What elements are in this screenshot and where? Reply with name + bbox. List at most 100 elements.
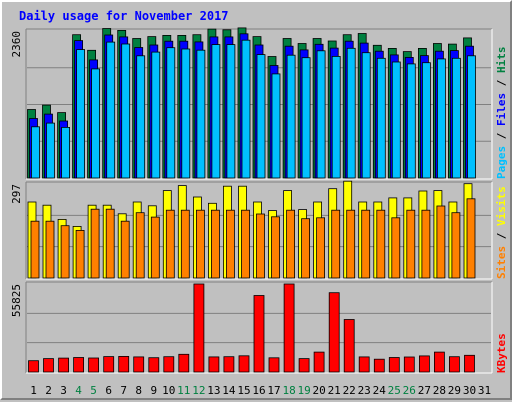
bar-pages-day-12 [196, 49, 206, 179]
bar-sites-day-2 [45, 220, 55, 279]
bar-pages-day-17 [271, 73, 281, 179]
bar-kbytes-day-21 [328, 292, 340, 373]
legend-files: Files [495, 93, 508, 126]
x-tick-label: 18 [282, 384, 295, 397]
bar-sites-day-16 [256, 213, 265, 279]
x-tick-label: 24 [373, 384, 387, 397]
y-max-label: 55825 [10, 284, 23, 317]
legend-separator: / [495, 126, 508, 146]
bar-kbytes-day-5 [88, 357, 99, 373]
bar-pages-day-29 [451, 57, 461, 179]
bar-pages-day-28 [436, 58, 446, 179]
bar-kbytes-day-27 [418, 355, 430, 373]
x-tick-label: 2 [45, 384, 52, 397]
bar-pages-day-26 [406, 63, 416, 179]
bar-pages-day-22 [346, 47, 356, 179]
x-tick-label: 29 [448, 384, 461, 397]
bar-sites-day-26 [406, 209, 416, 279]
bar-kbytes-day-8 [133, 356, 145, 373]
bar-pages-day-2 [46, 122, 55, 179]
legend-sites: Sites [495, 246, 508, 279]
bar-pages-day-20 [316, 50, 326, 179]
bar-pages-day-19 [301, 57, 311, 179]
bar-sites-day-11 [180, 209, 190, 279]
bar-sites-day-10 [165, 209, 175, 279]
bar-kbytes-day-26 [403, 356, 415, 373]
x-tick-label: 23 [358, 384, 371, 397]
bar-kbytes-day-7 [118, 355, 130, 373]
bar-kbytes-day-3 [58, 357, 69, 373]
bar-kbytes-day-17 [268, 357, 280, 373]
bar-pages-day-24 [376, 57, 386, 179]
bar-pages-day-23 [361, 52, 371, 179]
x-tick-label: 13 [207, 384, 220, 397]
legend-hits: Hits [495, 47, 508, 74]
legend-pages: Pages [495, 146, 508, 179]
x-tick-label: 1 [30, 384, 37, 397]
x-tick-label: 17 [267, 384, 280, 397]
x-tick-label: 26 [403, 384, 416, 397]
bar-kbytes-day-25 [388, 357, 400, 373]
panel-3: 55825 KBytes [10, 281, 508, 374]
bar-kbytes-day-30 [464, 354, 475, 373]
bar-kbytes-day-6 [103, 356, 115, 373]
bar-sites-day-20 [316, 217, 326, 279]
bar-kbytes-day-9 [148, 357, 160, 373]
bar-kbytes-day-2 [43, 358, 54, 373]
bar-sites-day-5 [90, 208, 100, 279]
x-tick-label: 16 [252, 384, 265, 397]
bar-sites-day-23 [361, 209, 371, 279]
bar-sites-day-3 [60, 225, 70, 279]
x-tick-label: 21 [328, 384, 341, 397]
bar-sites-day-30 [466, 198, 476, 279]
bar-sites-day-4 [75, 229, 85, 279]
bar-kbytes-day-10 [163, 356, 175, 373]
bar-sites-day-19 [301, 218, 311, 279]
bar-sites-day-15 [241, 209, 250, 279]
panel-1: 2360 Pages / Files / Hits [10, 27, 508, 180]
y-max-label: 297 [10, 184, 23, 204]
x-tick-label: 8 [135, 384, 142, 397]
panel-2: 297 Sites / Visits [10, 180, 508, 280]
bar-pages-day-7 [121, 43, 131, 179]
x-tick-label: 14 [222, 384, 236, 397]
x-tick-label: 19 [297, 384, 310, 397]
bar-sites-day-22 [346, 209, 356, 279]
bar-sites-day-1 [30, 220, 40, 279]
x-tick-label: 25 [388, 384, 401, 397]
bar-sites-day-18 [286, 209, 296, 279]
bar-pages-day-3 [61, 127, 70, 179]
x-tick-label: 3 [60, 384, 67, 397]
legend-separator: / [495, 226, 508, 246]
bar-pages-day-25 [391, 61, 401, 179]
bar-pages-day-30 [467, 55, 476, 179]
bar-sites-day-21 [331, 209, 341, 279]
legend-1: Pages / Files / Hits [495, 47, 508, 180]
x-tick-label: 30 [463, 384, 476, 397]
bar-pages-day-18 [286, 54, 296, 179]
bar-sites-day-29 [451, 212, 461, 279]
legend-3: KBytes [495, 333, 508, 373]
bar-pages-day-16 [256, 54, 266, 179]
chart-title: Daily usage for November 2017 [19, 9, 229, 23]
y-max-label: 2360 [10, 31, 23, 58]
bar-pages-day-13 [211, 44, 221, 179]
bar-pages-day-14 [226, 44, 236, 179]
bar-sites-day-27 [421, 209, 431, 279]
bar-pages-day-6 [106, 41, 116, 179]
bar-pages-day-9 [151, 51, 161, 179]
x-tick-label: 27 [418, 384, 431, 397]
bar-sites-day-12 [195, 209, 205, 279]
x-tick-label: 28 [433, 384, 446, 397]
bar-sites-day-17 [271, 216, 280, 279]
bar-kbytes-day-1 [28, 360, 39, 373]
x-tick-label: 7 [120, 384, 127, 397]
bar-pages-day-21 [331, 56, 341, 179]
bar-sites-day-13 [210, 209, 220, 279]
legend-kbytes: KBytes [495, 333, 508, 373]
x-tick-label: 31 [478, 384, 491, 397]
legend-separator: / [495, 73, 508, 93]
x-tick-label: 20 [312, 384, 325, 397]
bar-sites-day-14 [225, 209, 235, 279]
